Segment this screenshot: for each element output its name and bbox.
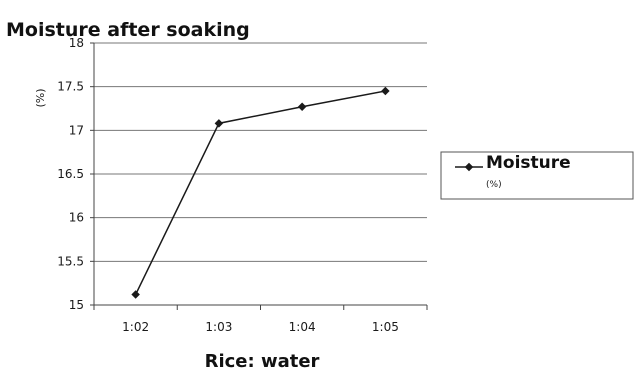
data-point [297,102,307,111]
data-point [381,86,390,96]
gridlines [94,42,427,306]
y-tick-label: 15.5 [57,254,84,268]
legend-marker [464,162,474,172]
x-tick-label: 1:02 [122,320,149,334]
y-tick-labels: 15 15.5 16 16.5 17 17.5 18 [57,36,94,312]
y-axis-unit: (%) [34,88,47,107]
x-tick-labels: 1:02 1:03 1:04 1:05 [93,305,428,334]
legend-box [440,151,634,200]
x-tick-label: 1:05 [372,320,399,334]
x-tick-label: 1:04 [289,320,316,334]
y-tick-label: 16.5 [57,167,84,181]
legend-series-name: Moisture [486,153,571,173]
y-tick-label: 17.5 [57,80,84,94]
series-line [134,90,386,295]
y-tick-label: 15 [69,298,84,312]
y-tick-label: 16 [69,211,84,225]
y-tick-label: 17 [69,123,84,137]
series [131,86,390,299]
data-point [131,290,140,299]
y-tick-label: 18 [69,36,84,50]
legend-series-unit: (%) [486,180,502,190]
legend: Moisture (%) [440,151,634,200]
data-point [214,119,224,128]
chart-title: Moisture after soaking [6,19,250,41]
x-tick-label: 1:03 [205,320,232,334]
x-axis-title: Rice: water [205,351,320,372]
